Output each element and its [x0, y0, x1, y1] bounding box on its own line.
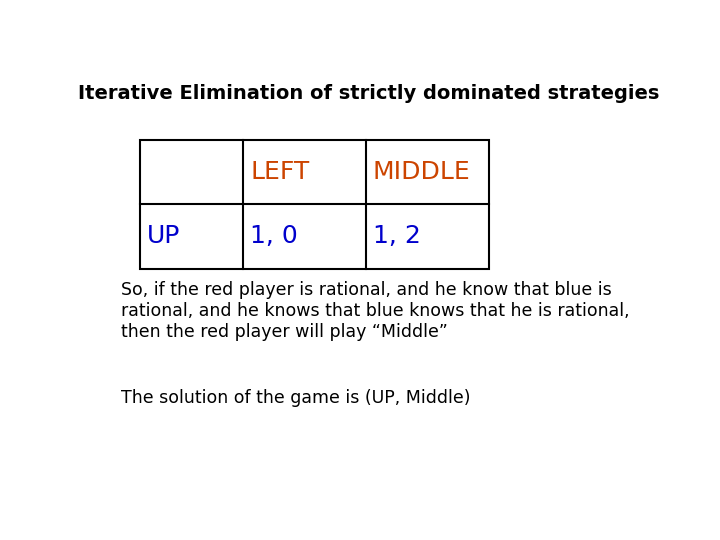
- Text: Iterative Elimination of strictly dominated strategies: Iterative Elimination of strictly domina…: [78, 84, 660, 103]
- Text: So, if the red player is rational, and he know that blue is
rational, and he kno: So, if the red player is rational, and h…: [121, 281, 629, 341]
- Text: MIDDLE: MIDDLE: [373, 160, 471, 184]
- Text: LEFT: LEFT: [250, 160, 310, 184]
- Text: The solution of the game is (UP, Middle): The solution of the game is (UP, Middle): [121, 389, 470, 407]
- Text: 1, 0: 1, 0: [250, 224, 298, 248]
- Text: UP: UP: [147, 224, 180, 248]
- Text: 1, 2: 1, 2: [373, 224, 420, 248]
